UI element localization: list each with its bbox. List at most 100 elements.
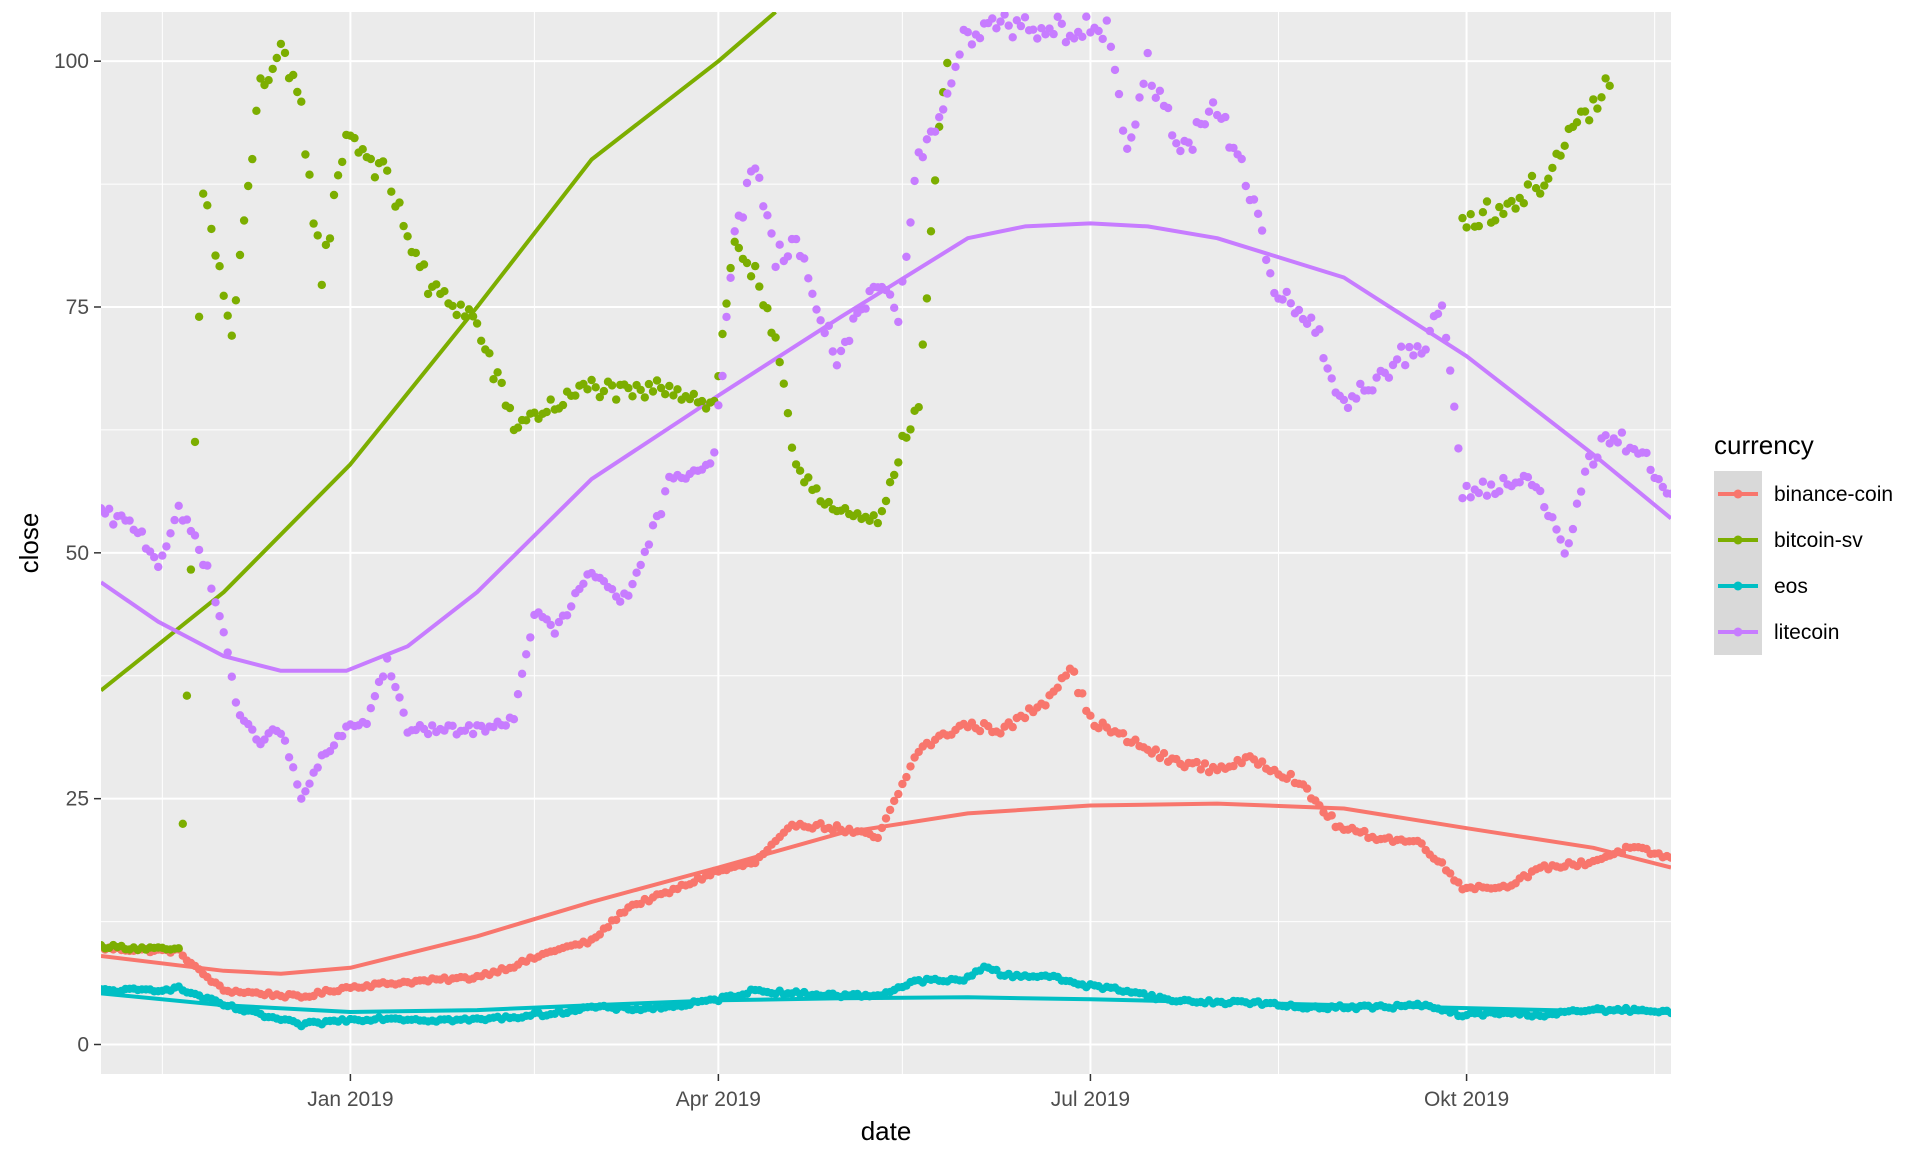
point-litecoin-245 <box>1098 34 1107 44</box>
point-litecoin-234 <box>1053 12 1062 21</box>
point-litecoin-134 <box>644 540 654 549</box>
point-litecoin-223 <box>1008 33 1017 42</box>
point-bitcoin-sv-47 <box>289 70 298 80</box>
points-eos <box>101 962 1671 1031</box>
point-litecoin-50 <box>301 787 310 796</box>
point-bitcoin-sv-23 <box>190 437 200 447</box>
point-litecoin-157 <box>738 213 748 222</box>
point-litecoin-174 <box>808 289 817 298</box>
point-bitcoin-sv-37 <box>248 154 257 164</box>
point-litecoin-301 <box>1327 374 1336 383</box>
point-litecoin-204 <box>930 127 940 136</box>
point-litecoin-299 <box>1319 354 1328 363</box>
point-litecoin-118 <box>579 579 588 588</box>
point-bitcoin-sv-156 <box>734 243 743 253</box>
point-litecoin-154 <box>726 273 735 282</box>
point-litecoin-177 <box>820 328 829 338</box>
point-bitcoin-sv-58 <box>333 171 343 180</box>
point-litecoin-26 <box>203 561 212 570</box>
point-litecoin-47 <box>289 763 298 772</box>
minor-grid <box>101 12 1671 1074</box>
point-litecoin-262 <box>1168 131 1177 140</box>
point-binance-coin-253 <box>1131 735 1140 744</box>
point-litecoin-359 <box>1564 539 1574 548</box>
point-bitcoin-sv-93 <box>477 336 486 345</box>
point-litecoin-74 <box>399 708 408 717</box>
point-bitcoin-sv-59 <box>338 157 347 167</box>
point-bitcoin-sv-214 <box>1482 197 1492 206</box>
point-litecoin-114 <box>562 611 572 620</box>
point-litecoin-307 <box>1352 394 1361 403</box>
point-litecoin-160 <box>751 164 760 173</box>
point-bitcoin-sv-57 <box>329 190 339 200</box>
x-axis-title: date <box>861 1116 912 1146</box>
point-litecoin-378 <box>1642 448 1651 458</box>
point-litecoin-196 <box>898 277 907 286</box>
point-bitcoin-sv-116 <box>571 391 580 400</box>
point-litecoin-236 <box>1061 38 1071 47</box>
point-litecoin-111 <box>550 629 559 638</box>
point-binance-coin-332 <box>1454 878 1463 887</box>
point-litecoin-296 <box>1307 313 1316 322</box>
point-bitcoin-sv-210 <box>1466 210 1475 219</box>
point-bitcoin-sv-229 <box>1544 174 1553 183</box>
point-bitcoin-sv-86 <box>448 301 457 311</box>
point-litecoin-249 <box>1114 89 1124 99</box>
point-bitcoin-sv-233 <box>1560 141 1569 150</box>
point-litecoin-207 <box>943 89 952 98</box>
point-litecoin-198 <box>906 218 915 227</box>
point-bitcoin-sv-221 <box>1511 204 1520 213</box>
point-bitcoin-sv-212 <box>1474 221 1484 231</box>
point-bitcoin-sv-38 <box>252 106 261 116</box>
point-bitcoin-sv-190 <box>873 518 882 528</box>
point-binance-coin-250 <box>1118 729 1128 738</box>
point-litecoin-364 <box>1585 451 1594 461</box>
point-litecoin-72 <box>391 682 400 692</box>
point-litecoin-312 <box>1372 373 1381 382</box>
y-axis: 0 25 50 75 100 <box>54 50 101 1057</box>
point-binance-coin-240 <box>1078 689 1087 698</box>
point-bitcoin-sv-155 <box>730 237 739 246</box>
point-bitcoin-sv-241 <box>1593 104 1602 113</box>
point-litecoin-332 <box>1454 444 1463 453</box>
point-binance-coin-301 <box>1327 811 1336 820</box>
point-litecoin-347 <box>1515 478 1524 487</box>
legend-item-eos: eos <box>1714 563 1808 609</box>
point-litecoin-65 <box>362 719 371 729</box>
point-bitcoin-sv-239 <box>1585 116 1594 125</box>
point-bitcoin-sv-73 <box>395 198 404 207</box>
point-bitcoin-sv-209 <box>1462 223 1471 232</box>
point-bitcoin-sv-208 <box>1458 213 1467 223</box>
point-litecoin-32 <box>227 672 236 681</box>
point-bitcoin-sv-173 <box>804 473 813 482</box>
point-litecoin-212 <box>963 28 972 37</box>
legend-key-point <box>1733 535 1743 545</box>
point-litecoin-271 <box>1204 107 1214 116</box>
point-bitcoin-sv-154 <box>726 263 735 273</box>
point-litecoin-381 <box>1654 475 1663 484</box>
point-bitcoin-sv-232 <box>1556 151 1565 160</box>
point-binance-coin-284 <box>1257 757 1267 766</box>
point-litecoin-267 <box>1188 145 1197 154</box>
point-litecoin-357 <box>1556 535 1565 544</box>
point-litecoin-366 <box>1593 453 1602 462</box>
y-tick-label-4: 100 <box>54 50 89 73</box>
legend-key-point <box>1733 627 1743 637</box>
point-bitcoin-sv-223 <box>1519 199 1529 208</box>
point-litecoin-362 <box>1576 487 1586 496</box>
point-binance-coin-330 <box>1446 869 1455 878</box>
point-litecoin-166 <box>775 240 784 249</box>
point-bitcoin-sv-224 <box>1523 180 1533 189</box>
point-litecoin-266 <box>1184 138 1193 147</box>
x-tick-label-3: Okt 2019 <box>1424 1088 1509 1111</box>
point-litecoin-179 <box>828 347 837 356</box>
point-binance-coin-122 <box>595 930 604 939</box>
point-litecoin-340 <box>1486 480 1496 489</box>
point-litecoin-130 <box>628 579 637 589</box>
point-litecoin-251 <box>1123 144 1132 153</box>
point-litecoin-219 <box>992 24 1001 33</box>
point-litecoin-317 <box>1392 355 1402 364</box>
point-litecoin-334 <box>1462 481 1471 491</box>
point-litecoin-23 <box>190 531 200 540</box>
point-litecoin-15 <box>158 551 167 560</box>
